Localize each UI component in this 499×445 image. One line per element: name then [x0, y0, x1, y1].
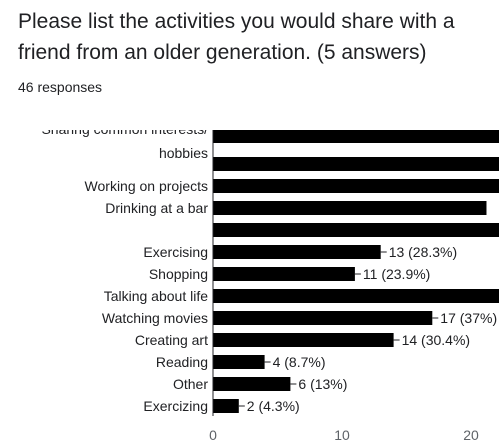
- value-label: 2 (4.3%): [247, 398, 300, 414]
- category-label: Watching movies: [102, 310, 208, 326]
- value-label: 13 (28.3%): [389, 244, 457, 260]
- bar: [213, 201, 487, 215]
- category-label: Shopping: [149, 266, 208, 282]
- question-title: Please list the activities you would sha…: [18, 10, 455, 64]
- bar: [213, 289, 499, 303]
- bar: [213, 399, 239, 413]
- value-label: 11 (23.9%): [363, 266, 430, 282]
- bars-group: Sharing common interests/: [41, 121, 499, 413]
- bar: [213, 179, 499, 193]
- category-label: Creating art: [135, 332, 208, 348]
- response-count: 46 responses: [18, 79, 103, 95]
- bar: [213, 267, 355, 281]
- category-label: Working on projects: [85, 178, 208, 194]
- x-tick-label: 0: [209, 427, 217, 443]
- value-label: 6 (13%): [298, 376, 347, 392]
- value-label: 4 (8.7%): [273, 354, 326, 370]
- category-label: Exercising: [143, 244, 208, 260]
- category-label: Reading: [156, 354, 208, 370]
- x-tick-label: 20: [463, 427, 479, 443]
- bar: [213, 355, 265, 369]
- value-label: 14 (30.4%): [402, 332, 470, 348]
- category-label: Exercizing: [143, 398, 208, 414]
- bar: [213, 245, 381, 259]
- x-tick-label: 10: [334, 427, 350, 443]
- bar: [213, 333, 394, 347]
- category-label: hobbies: [159, 145, 208, 161]
- bar: [213, 223, 499, 237]
- category-label: Talking about life: [104, 288, 209, 304]
- bar: [213, 311, 433, 325]
- value-label: 17 (37%): [440, 310, 497, 326]
- category-label: Drinking at a bar: [105, 200, 208, 216]
- category-label: Sharing common interests/: [41, 121, 208, 137]
- category-label: Other: [173, 376, 208, 392]
- bar: [213, 157, 499, 171]
- bar: [213, 130, 499, 143]
- bar: [213, 377, 291, 391]
